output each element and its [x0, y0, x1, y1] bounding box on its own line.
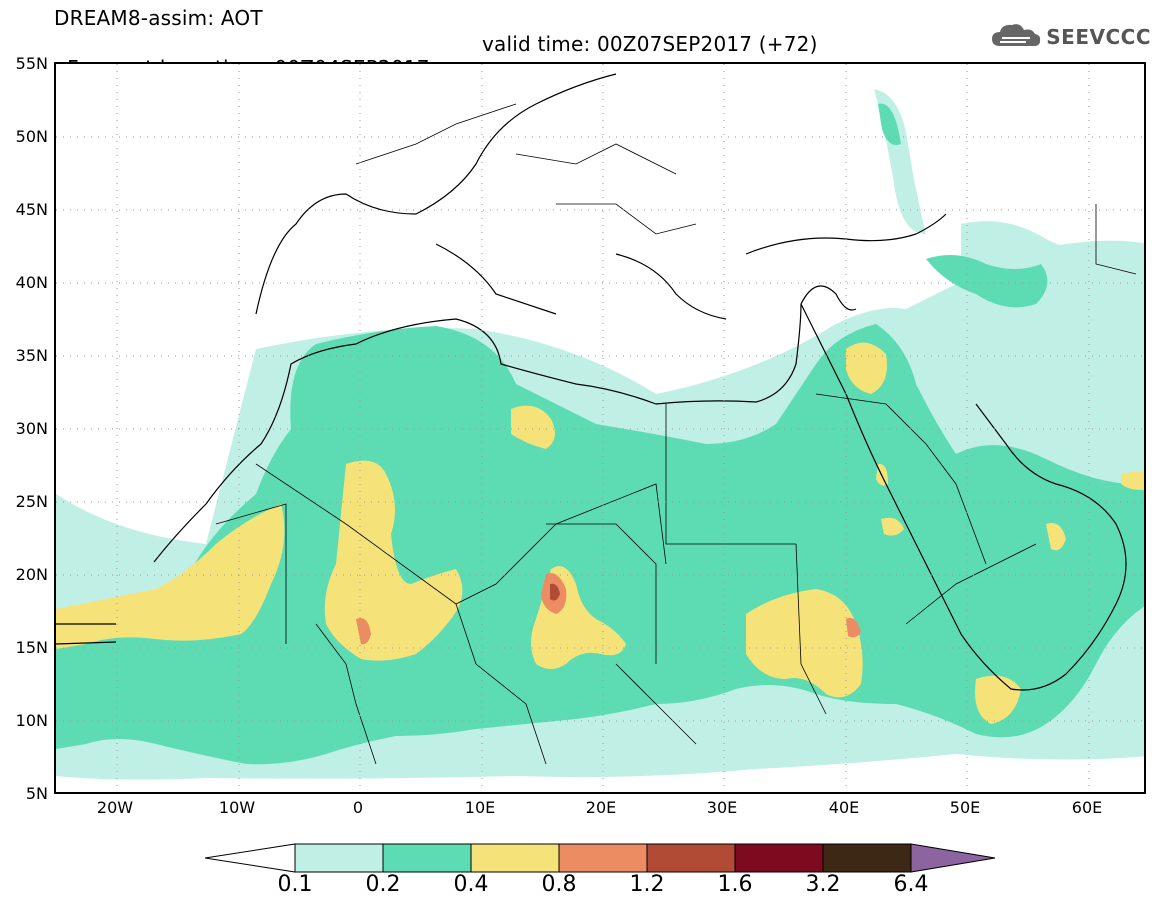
aot-band-0.2: [56, 103, 1144, 765]
lon-label: 40E: [828, 798, 860, 817]
lon-label: 20E: [585, 798, 617, 817]
lat-label: 40N: [15, 273, 48, 292]
map-title: DREAM8-assim: AOT: [54, 6, 263, 30]
seevccc-logo: SEEVCCC: [990, 22, 1151, 52]
lon-label: 50E: [949, 798, 981, 817]
graticule: [56, 64, 1144, 792]
lon-label: 30E: [706, 798, 738, 817]
colorbar: [205, 843, 996, 873]
lat-label: 20N: [15, 565, 48, 584]
colorbar-label: 3.2: [805, 872, 841, 897]
lat-label: 45N: [15, 200, 48, 219]
aot-map: [54, 62, 1146, 794]
lat-label: 15N: [15, 638, 48, 657]
lat-label: 25N: [15, 492, 48, 511]
lat-label: 50N: [15, 127, 48, 146]
lat-label: 5N: [25, 784, 48, 803]
colorbar-label: 6.4: [893, 872, 929, 897]
lat-label: 30N: [15, 419, 48, 438]
colorbar-bin: [646, 843, 736, 873]
lat-label: 55N: [15, 54, 48, 73]
colorbar-above-arrow: [910, 843, 996, 873]
colorbar-label: 1.2: [629, 872, 665, 897]
lat-label: 35N: [15, 346, 48, 365]
logo-text: SEEVCCC: [1046, 25, 1151, 49]
country-borders: [215, 103, 1137, 765]
colorbar-bin: [382, 843, 472, 873]
colorbar-label: 0.4: [453, 872, 489, 897]
colorbar-bin: [734, 843, 824, 873]
cloud-icon: [990, 22, 1042, 52]
coastlines: [56, 73, 1127, 691]
lat-label: 10N: [15, 711, 48, 730]
valid-time: valid time: 00Z07SEP2017 (+72): [482, 32, 818, 56]
aot-band-0.4: [56, 342, 1144, 724]
colorbar-bin: [294, 843, 384, 873]
lon-label: 0: [352, 798, 364, 817]
lon-label: 10W: [218, 798, 256, 817]
colorbar-bin: [470, 843, 560, 873]
lon-label: 60E: [1071, 798, 1103, 817]
colorbar-label: 1.6: [717, 872, 753, 897]
lon-label: 20W: [96, 798, 134, 817]
colorbar-below-arrow: [205, 843, 296, 873]
colorbar-label: 0.8: [541, 872, 577, 897]
lon-label: 10E: [464, 798, 496, 817]
colorbar-bin: [558, 843, 648, 873]
colorbar-label: 0.1: [277, 872, 313, 897]
colorbar-bin: [822, 843, 912, 873]
forecast-times: Forecast base time: 00Z04SEP2017 valid t…: [54, 32, 817, 104]
aot-band-1.2: [550, 583, 560, 601]
colorbar-label: 0.2: [365, 872, 401, 897]
aot-map-svg: [56, 64, 1144, 792]
